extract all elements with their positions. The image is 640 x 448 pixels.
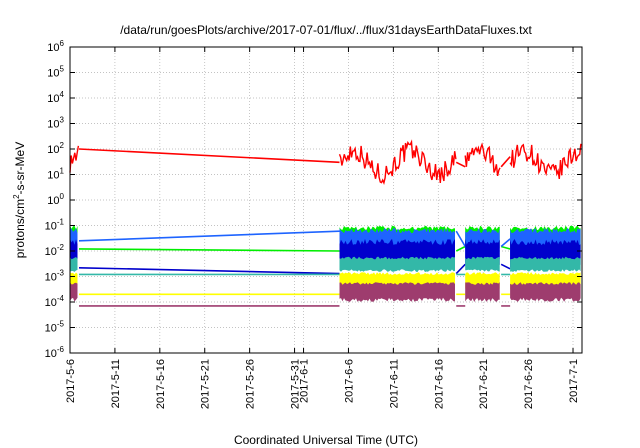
series-connector	[455, 161, 466, 168]
series-band	[70, 256, 78, 272]
series-connector	[455, 230, 466, 247]
y-tick-exponent: 2	[60, 141, 65, 150]
y-tick-label: 10-4	[45, 294, 65, 309]
y-tick-label: 105	[47, 65, 64, 80]
y-tick-label: 104	[47, 90, 64, 105]
y-tick-base: 10	[47, 119, 59, 131]
x-tick-label: 2017-5-6	[65, 359, 77, 403]
x-tick-label: 2017-6-26	[523, 359, 535, 409]
y-tick-base: 10	[45, 246, 57, 258]
x-tick-label: 2017-6-16	[433, 359, 445, 409]
series-connector	[78, 230, 340, 242]
y-axis-label-prefix: protons/cm	[13, 199, 27, 258]
x-tick-label: 2017-6-11	[388, 359, 400, 408]
x-tick-label: 2017-6-21	[478, 359, 490, 409]
x-tick-label: 2017-5-11	[110, 359, 122, 408]
y-tick-base: 10	[47, 93, 59, 105]
y-tick-label: 10-3	[45, 269, 65, 284]
series-connector	[455, 245, 466, 252]
y-tick-label: 101	[47, 167, 64, 182]
y-tick-label: 10-2	[45, 243, 65, 258]
plot-area: 10-610-510-410-310-210-11001011021031041…	[45, 39, 583, 409]
y-tick-label: 10-1	[45, 218, 65, 233]
y-tick-exponent: -6	[57, 345, 65, 354]
x-axis-label: Coordinated Universal Time (UTC)	[234, 433, 418, 447]
series-line	[509, 143, 582, 180]
y-tick-base: 10	[47, 144, 59, 156]
y-tick-label: 100	[47, 192, 64, 207]
x-tick-label: 2017-5-21	[200, 359, 212, 409]
series-band	[510, 282, 581, 302]
series-band	[339, 282, 455, 302]
y-tick-exponent: -5	[57, 320, 65, 329]
x-tick-label: 2017-5-26	[245, 359, 257, 409]
series-connector	[455, 263, 466, 275]
y-tick-exponent: 6	[60, 39, 65, 48]
series-connector	[500, 238, 511, 248]
y-tick-exponent: -3	[57, 269, 65, 278]
y-tick-base: 10	[45, 323, 57, 335]
x-tick-label: 2017-7-1	[568, 359, 580, 403]
y-axis-label-suffix: -s-sr-MeV	[13, 142, 27, 195]
series-connector	[78, 266, 340, 275]
y-tick-exponent: 5	[60, 65, 65, 74]
series-line	[69, 145, 80, 173]
series-connector	[78, 248, 340, 252]
series-connector	[500, 263, 511, 270]
y-tick-base: 10	[47, 42, 59, 54]
x-tick-label: 2017-5-31	[290, 359, 302, 409]
y-tick-base: 10	[45, 348, 57, 360]
y-tick-label: 10-5	[45, 320, 65, 335]
y-tick-base: 10	[45, 297, 57, 309]
y-tick-exponent: -1	[57, 218, 65, 227]
y-tick-label: 102	[47, 141, 64, 156]
y-tick-base: 10	[45, 272, 57, 284]
y-tick-base: 10	[47, 195, 59, 207]
y-axis-label: protons/cm2-s-sr-MeV	[12, 142, 27, 258]
y-tick-label: 103	[47, 116, 64, 131]
x-tick-label: 2017-6-1	[299, 359, 311, 403]
chart-title: /data/run/goesPlots/archive/2017-07-01/f…	[120, 23, 532, 37]
y-tick-base: 10	[47, 68, 59, 80]
y-tick-exponent: 0	[60, 192, 65, 201]
series-band	[465, 256, 500, 272]
y-tick-exponent: -4	[57, 294, 65, 303]
x-tick-label: 2017-5-16	[155, 359, 167, 409]
series-band	[465, 282, 500, 302]
y-tick-exponent: 1	[60, 167, 65, 176]
y-axis-label-sup: 2	[12, 194, 21, 199]
series-line	[338, 139, 457, 185]
series-connector	[500, 156, 511, 168]
x-tick-label: 2017-6-6	[344, 359, 356, 403]
y-tick-exponent: -2	[57, 243, 65, 252]
series-band	[510, 256, 581, 272]
series-connector	[500, 245, 511, 250]
y-tick-base: 10	[47, 170, 59, 182]
series-band	[339, 256, 455, 272]
series-line	[464, 142, 501, 177]
y-tick-exponent: 3	[60, 116, 65, 125]
series-connector	[78, 148, 340, 164]
y-tick-label: 10-6	[45, 345, 65, 360]
y-tick-base: 10	[45, 221, 57, 233]
series-band	[70, 282, 78, 302]
y-tick-exponent: 4	[60, 90, 65, 99]
y-tick-label: 106	[47, 39, 64, 54]
